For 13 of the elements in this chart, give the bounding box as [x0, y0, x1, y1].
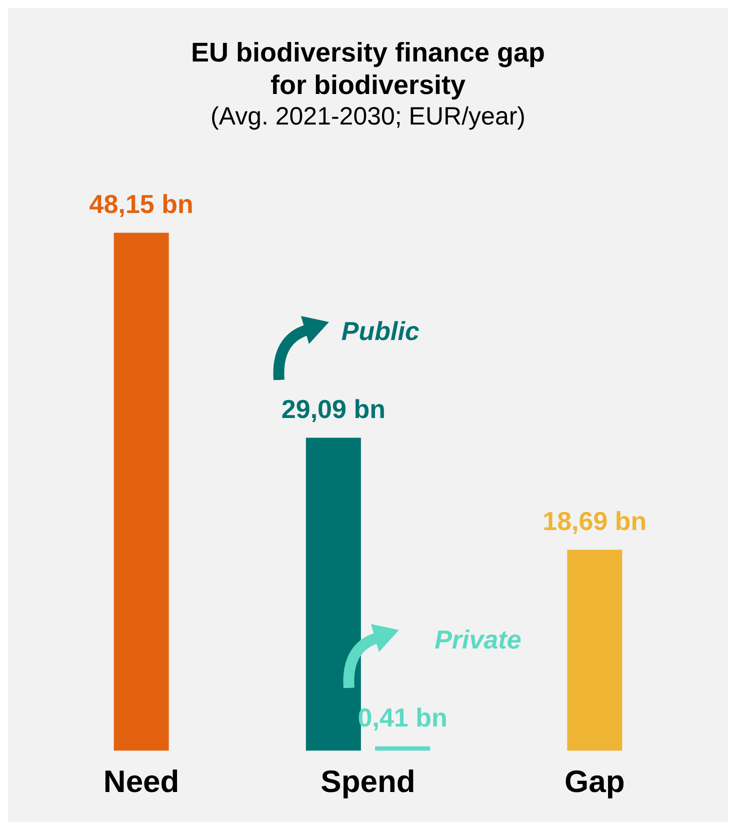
bar	[567, 550, 622, 751]
data-label: 18,69 bn	[542, 506, 647, 536]
legend-label: Public	[341, 316, 420, 346]
data-label: 48,15 bn	[89, 188, 194, 219]
x-tick-label: Need	[103, 764, 180, 799]
x-tick-label: Gap	[564, 764, 625, 799]
chart-title: EU biodiversity finance gap for biodiversity	[190, 38, 546, 100]
data-label: 29,09 bn	[281, 394, 386, 424]
bar	[114, 232, 169, 751]
bar	[375, 746, 430, 751]
chart-subtitle: (Avg. 2021-2030; EUR/year)	[210, 102, 526, 131]
x-tick-label: Spend	[320, 764, 416, 799]
legend-label: Private	[434, 624, 522, 655]
